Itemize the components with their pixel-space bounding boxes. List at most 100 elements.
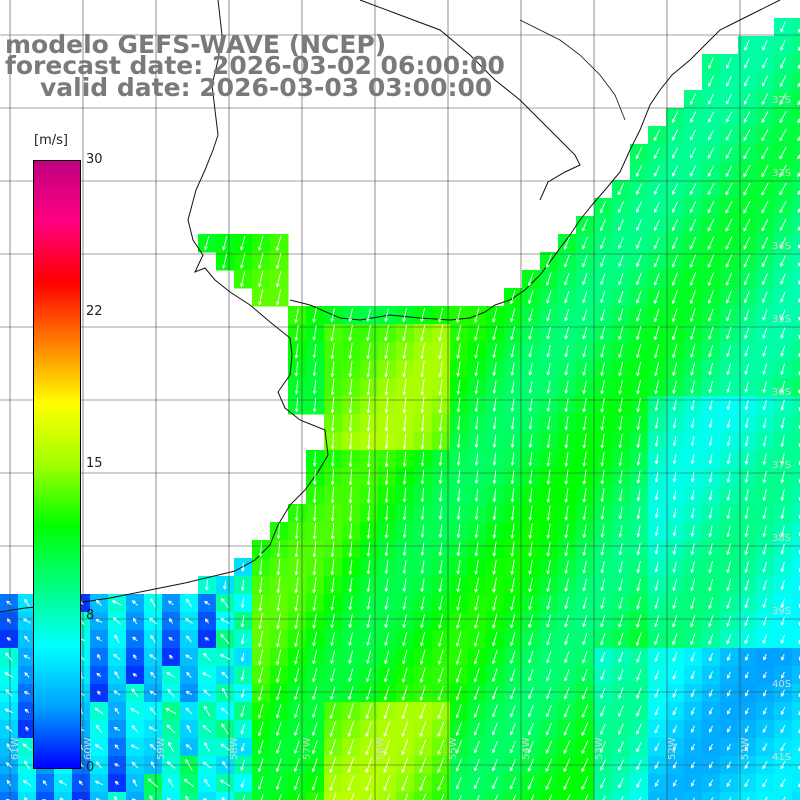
wind-arrow-icon — [617, 201, 624, 213]
wind-arrow-icon — [671, 254, 678, 268]
wind-arrow-icon — [240, 271, 246, 287]
wind-arrow-icon — [384, 505, 389, 521]
wind-arrow-icon — [492, 613, 498, 629]
wind-arrow-icon — [419, 703, 427, 719]
wind-arrow-icon — [510, 541, 515, 557]
wind-arrow-icon — [330, 343, 335, 360]
wind-arrow-icon — [492, 470, 497, 484]
wind-arrow-icon — [581, 218, 589, 232]
wind-arrow-icon — [366, 308, 371, 322]
wind-arrow-icon — [438, 379, 443, 396]
wind-arrow-icon — [257, 776, 264, 790]
wind-arrow-icon — [347, 757, 355, 773]
wind-arrow-icon — [330, 559, 335, 575]
wind-arrow-icon — [545, 722, 552, 736]
wind-speed-field — [0, 18, 800, 800]
wind-arrow-icon — [348, 559, 353, 575]
wind-arrow-icon — [618, 741, 624, 753]
wind-arrow-icon — [401, 703, 409, 719]
wind-arrow-icon — [258, 289, 264, 306]
wind-speed-cell — [18, 792, 37, 800]
wind-arrow-icon — [186, 635, 192, 643]
wind-arrow-icon — [582, 398, 587, 413]
wind-arrow-icon — [438, 343, 443, 360]
wind-arrow-icon — [203, 689, 211, 697]
wind-arrow-icon — [602, 795, 606, 800]
wind-arrow-icon — [365, 721, 373, 737]
wind-arrow-icon — [727, 707, 731, 715]
wind-arrow-icon — [726, 489, 731, 501]
wind-arrow-icon — [618, 579, 623, 592]
wind-arrow-icon — [761, 218, 769, 232]
wind-arrow-icon — [330, 451, 335, 467]
wind-arrow-icon — [763, 671, 767, 679]
wind-arrow-icon — [4, 672, 14, 678]
wind-arrow-icon — [600, 651, 606, 663]
wind-arrow-icon — [167, 688, 175, 697]
wind-arrow-icon — [94, 744, 104, 750]
wind-arrow-icon — [386, 793, 391, 800]
wind-arrow-icon — [636, 219, 642, 231]
wind-arrow-icon — [330, 379, 335, 396]
wind-arrow-icon — [564, 398, 569, 412]
wind-arrow-icon — [618, 561, 623, 574]
wind-arrow-icon — [312, 343, 317, 359]
wind-arrow-icon — [383, 667, 390, 683]
wind-arrow-icon — [654, 417, 659, 429]
wind-arrow-icon — [132, 636, 138, 642]
wind-arrow-icon — [350, 793, 355, 800]
wind-arrow-icon — [636, 344, 642, 359]
wind-arrow-icon — [384, 414, 389, 432]
wind-arrow-icon — [384, 379, 389, 396]
wind-arrow-icon — [347, 703, 354, 719]
wind-speed-cell — [792, 432, 800, 451]
wind-arrow-icon — [690, 743, 695, 751]
wind-arrow-icon — [707, 236, 715, 250]
wind-speed-cell — [270, 792, 289, 800]
wind-arrow-icon — [689, 272, 697, 286]
wind-arrow-icon — [690, 399, 695, 411]
wind-arrow-icon — [600, 451, 605, 467]
wind-arrow-icon — [546, 686, 552, 700]
wind-speed-cell — [792, 180, 800, 199]
wind-arrow-icon — [726, 363, 731, 375]
wind-arrow-icon — [582, 326, 588, 340]
wind-arrow-icon — [5, 725, 13, 733]
wind-arrow-icon — [618, 651, 624, 663]
wind-arrow-icon — [618, 759, 624, 771]
colorbar-tick-15: 15 — [86, 456, 103, 471]
wind-arrow-icon — [510, 505, 515, 521]
wind-arrow-icon — [725, 218, 733, 232]
colorbar-tick-0: 0 — [86, 760, 95, 775]
wind-arrow-icon — [510, 523, 515, 539]
wind-arrow-icon — [419, 757, 427, 773]
wind-arrow-icon — [564, 505, 569, 521]
wind-arrow-icon — [422, 793, 427, 800]
wind-arrow-icon — [241, 562, 245, 572]
wind-arrow-icon — [294, 505, 299, 521]
wind-arrow-icon — [620, 796, 624, 800]
wind-arrow-icon — [654, 615, 660, 628]
wind-arrow-icon — [762, 327, 768, 339]
wind-arrow-icon — [384, 432, 389, 450]
wind-arrow-icon — [582, 273, 588, 286]
wind-arrow-icon — [690, 489, 695, 501]
wind-arrow-icon — [438, 325, 444, 342]
wind-speed-cell — [792, 486, 800, 505]
wind-arrow-icon — [635, 632, 642, 646]
wind-arrow-icon — [312, 704, 318, 718]
wind-arrow-icon — [672, 706, 678, 716]
wind-arrow-icon — [420, 451, 425, 467]
wind-arrow-icon — [438, 452, 443, 467]
wind-arrow-icon — [168, 600, 174, 606]
wind-arrow-icon — [744, 743, 750, 751]
wind-arrow-icon — [366, 668, 372, 682]
wind-arrow-icon — [779, 93, 787, 106]
wind-arrow-icon — [168, 741, 174, 753]
wind-arrow-icon — [420, 343, 425, 360]
wind-arrow-icon — [546, 326, 551, 340]
wind-arrow-icon — [419, 667, 426, 683]
wind-arrow-icon — [636, 687, 642, 699]
wind-arrow-icon — [727, 725, 731, 733]
wind-arrow-icon — [528, 290, 534, 304]
